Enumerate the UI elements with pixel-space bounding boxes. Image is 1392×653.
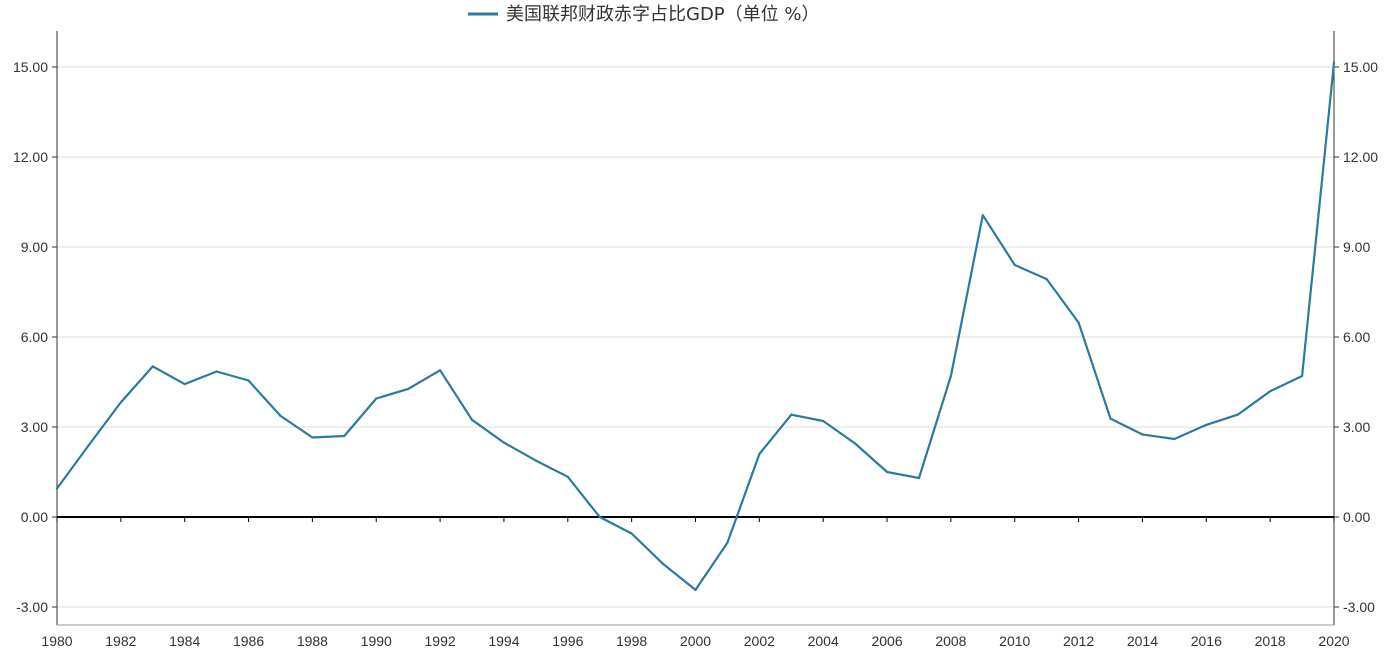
data-point: [694, 588, 697, 592]
y-tick-label-left: 6.00: [21, 329, 48, 345]
data-point: [151, 365, 154, 368]
data-point: [630, 532, 633, 535]
x-tick-label: 2012: [1063, 633, 1094, 649]
data-point: [1045, 278, 1048, 281]
x-tick-label: 2008: [935, 633, 966, 649]
x-tick-label: 1980: [41, 633, 72, 649]
data-point: [1141, 433, 1144, 436]
data-point: [758, 452, 761, 456]
data-point: [949, 374, 953, 378]
y-tick-label-right: -3.00: [1343, 599, 1375, 615]
y-tick-label-left: 3.00: [21, 419, 48, 435]
tick-labels: -3.00 -3.00 0.00 0.00 3.00 3.00 6.00 6.00 9.00 9.…: [13, 59, 1378, 649]
data-point: [1237, 413, 1240, 416]
data-point: [981, 214, 984, 217]
y-tick-label-right: 9.00: [1343, 239, 1370, 255]
data-point: [407, 387, 410, 390]
data-point: [439, 369, 442, 372]
data-point: [87, 443, 91, 447]
x-tick-label: 1992: [425, 633, 456, 649]
x-tick-label: 1984: [169, 633, 200, 649]
x-tick-label: 1986: [233, 633, 264, 649]
x-tick-label: 2018: [1255, 633, 1286, 649]
data-point: [215, 370, 218, 373]
legend[interactable]: 美国联邦财政赤字占比GDP（单位 %）: [468, 4, 820, 25]
y-tick-label-left: 15.00: [13, 59, 48, 75]
data-point: [822, 419, 825, 423]
data-point: [1332, 61, 1336, 64]
data-point: [183, 383, 186, 386]
data-point: [502, 441, 506, 444]
data-point: [1013, 263, 1016, 267]
axes: [52, 31, 1339, 626]
data-point: [55, 487, 59, 490]
data-point: [534, 459, 537, 462]
x-tick-label: 1994: [488, 633, 519, 649]
data-point: [726, 541, 729, 544]
y-tick-label-right: 3.00: [1343, 419, 1370, 435]
data-point: [566, 475, 569, 478]
x-tick-label: 1996: [552, 633, 583, 649]
x-tick-label: 1982: [105, 633, 136, 649]
data-point: [343, 434, 346, 438]
data-point: [279, 414, 282, 417]
y-tick-label-right: 6.00: [1343, 329, 1370, 345]
data-point: [790, 413, 793, 416]
y-tick-label-left: -3.00: [16, 599, 48, 615]
data-point: [917, 476, 921, 480]
x-tick-label: 1998: [616, 633, 647, 649]
data-point: [1109, 417, 1112, 420]
legend-label: 美国联邦财政赤字占比GDP（单位 %）: [506, 4, 820, 25]
x-tick-label: 2006: [871, 633, 902, 649]
series-line: [55, 61, 1336, 592]
data-point: [854, 442, 857, 445]
data-point: [885, 470, 889, 474]
y-tick-label-right: 15.00: [1343, 59, 1378, 75]
x-tick-label: 2010: [999, 633, 1030, 649]
zero-baseline: [56, 516, 1335, 522]
data-point: [1269, 390, 1272, 393]
y-tick-label-right: 0.00: [1343, 509, 1370, 525]
x-tick-label: 2014: [1127, 633, 1158, 649]
y-tick-label-left: 9.00: [21, 239, 48, 255]
x-tick-label: 2000: [680, 633, 711, 649]
y-tick-label-left: 12.00: [13, 149, 48, 165]
y-tick-label-right: 12.00: [1343, 149, 1378, 165]
data-point: [1300, 374, 1304, 378]
series-layer: [55, 61, 1336, 592]
data-point: [662, 563, 665, 566]
data-point: [311, 436, 314, 439]
data-point: [1077, 321, 1080, 324]
x-tick-label: 1990: [361, 633, 392, 649]
data-point: [1205, 423, 1208, 426]
data-point: [470, 418, 474, 421]
data-point: [598, 515, 601, 519]
x-tick-label: 2004: [808, 633, 839, 649]
data-point: [119, 401, 122, 404]
data-point: [1173, 437, 1176, 441]
x-tick-label: 2016: [1191, 633, 1222, 649]
data-point: [247, 379, 250, 382]
y-tick-label-left: 0.00: [21, 509, 48, 525]
x-tick-label: 2020: [1318, 633, 1349, 649]
x-tick-label: 1988: [297, 633, 328, 649]
gridlines: [57, 66, 1334, 608]
x-tick-label: 2002: [744, 633, 775, 649]
data-point: [375, 397, 378, 400]
